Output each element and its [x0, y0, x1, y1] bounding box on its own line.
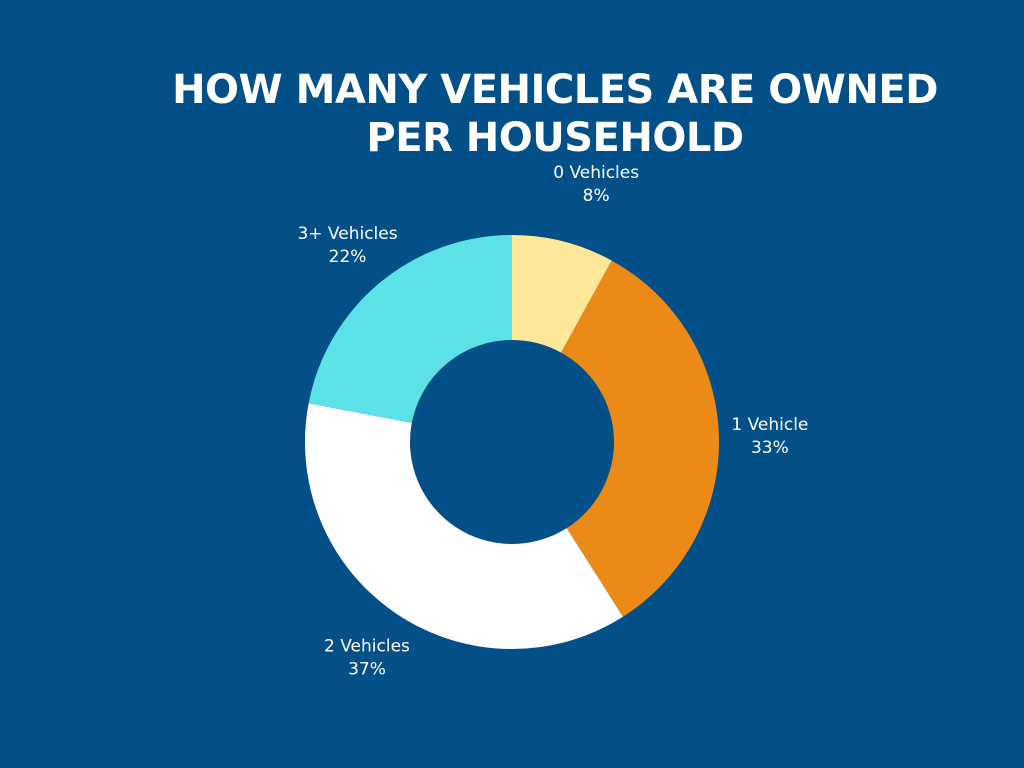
chart-title: HOW MANY VEHICLES ARE OWNED PER HOUSEHOL…	[0, 66, 1024, 162]
slice-category-label: 0 Vehicles	[553, 163, 639, 183]
slice-percent-label: 33%	[751, 438, 789, 458]
donut-slices	[305, 235, 719, 649]
slice-label-1-vehicle: 1 Vehicle 33%	[731, 415, 808, 458]
chart-title-line-2: PER HOUSEHOLD	[366, 115, 744, 161]
slice-3-plus-vehicles	[308, 235, 512, 423]
slice-percent-label: 37%	[348, 659, 386, 679]
slice-1-vehicle	[561, 260, 719, 617]
slice-category-label: 1 Vehicle	[731, 415, 808, 435]
slice-category-label: 2 Vehicles	[324, 636, 410, 656]
slice-percent-label: 22%	[329, 247, 367, 267]
slice-percent-label: 8%	[583, 186, 610, 206]
slice-label-2-vehicles: 2 Vehicles 37%	[324, 636, 410, 679]
slice-labels: 0 Vehicles 8% 1 Vehicle 33% 2 Vehicles 37% 3+ …	[297, 163, 808, 679]
slice-category-label: 3+ Vehicles	[297, 224, 397, 244]
slice-2-vehicles	[305, 403, 623, 649]
chart-title-line-1: HOW MANY VEHICLES ARE OWNED	[172, 67, 938, 113]
slice-0-vehicles	[512, 235, 612, 353]
slice-label-0-vehicles: 0 Vehicles 8%	[553, 163, 639, 206]
slice-label-3-plus-vehicles: 3+ Vehicles 22%	[297, 224, 397, 267]
